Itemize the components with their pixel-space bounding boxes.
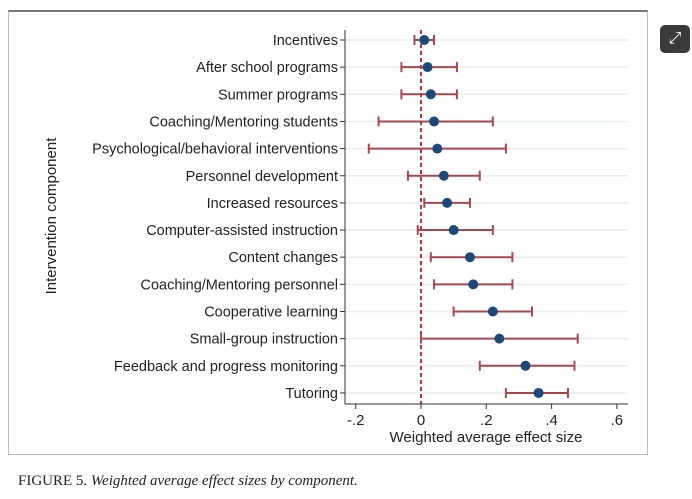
estimate-point xyxy=(468,279,479,290)
caption-text: Weighted average effect sizes by compone… xyxy=(90,473,358,489)
estimate-point xyxy=(520,360,531,371)
y-tick-label: Content changes xyxy=(228,250,338,266)
estimate-point xyxy=(533,387,544,398)
figure-caption: FIGURE 5. Weighted average effect sizes … xyxy=(18,473,358,490)
y-tick-label: Personnel development xyxy=(186,169,338,185)
y-tick-label: Incentives xyxy=(273,33,338,49)
y-tick-label: Cooperative learning xyxy=(204,305,338,321)
x-tick-label: .4 xyxy=(545,412,558,429)
x-tick-label: 0 xyxy=(417,412,425,429)
estimate-point xyxy=(432,143,443,154)
x-tick-label: .6 xyxy=(611,412,624,429)
estimate-point xyxy=(442,197,453,208)
y-tick-label: Coaching/Mentoring students xyxy=(149,114,338,130)
x-axis-label: Weighted average effect size xyxy=(390,429,583,446)
expand-icon[interactable]: ⤢ xyxy=(660,25,690,53)
estimate-point xyxy=(448,225,459,236)
y-tick-label: Small-group instruction xyxy=(190,332,338,348)
y-axis-label: Intervention component xyxy=(43,137,60,295)
estimate-point xyxy=(438,170,449,181)
estimate-point xyxy=(425,89,436,100)
estimate-point xyxy=(464,252,475,263)
x-tick-label: .2 xyxy=(480,412,493,429)
y-tick-label: Increased resources xyxy=(207,196,338,212)
estimate-point xyxy=(494,333,505,344)
figure-frame xyxy=(8,10,648,455)
y-tick-label: Coaching/Mentoring personnel xyxy=(141,277,339,293)
estimate-point xyxy=(429,116,440,127)
y-tick-label: Summer programs xyxy=(218,87,338,103)
caption-label: FIGURE 5. xyxy=(18,473,88,489)
y-tick-label: Tutoring xyxy=(285,386,338,402)
estimate-point xyxy=(487,306,498,317)
y-tick-label: After school programs xyxy=(196,60,338,76)
y-tick-label: Feedback and progress monitoring xyxy=(114,359,338,375)
y-tick-label: Computer-assisted instruction xyxy=(146,223,338,239)
estimate-point xyxy=(419,35,430,45)
y-tick-label: Psychological/behavioral interventions xyxy=(92,142,338,158)
estimate-point xyxy=(422,62,433,73)
x-tick-label: -.2 xyxy=(347,412,365,429)
